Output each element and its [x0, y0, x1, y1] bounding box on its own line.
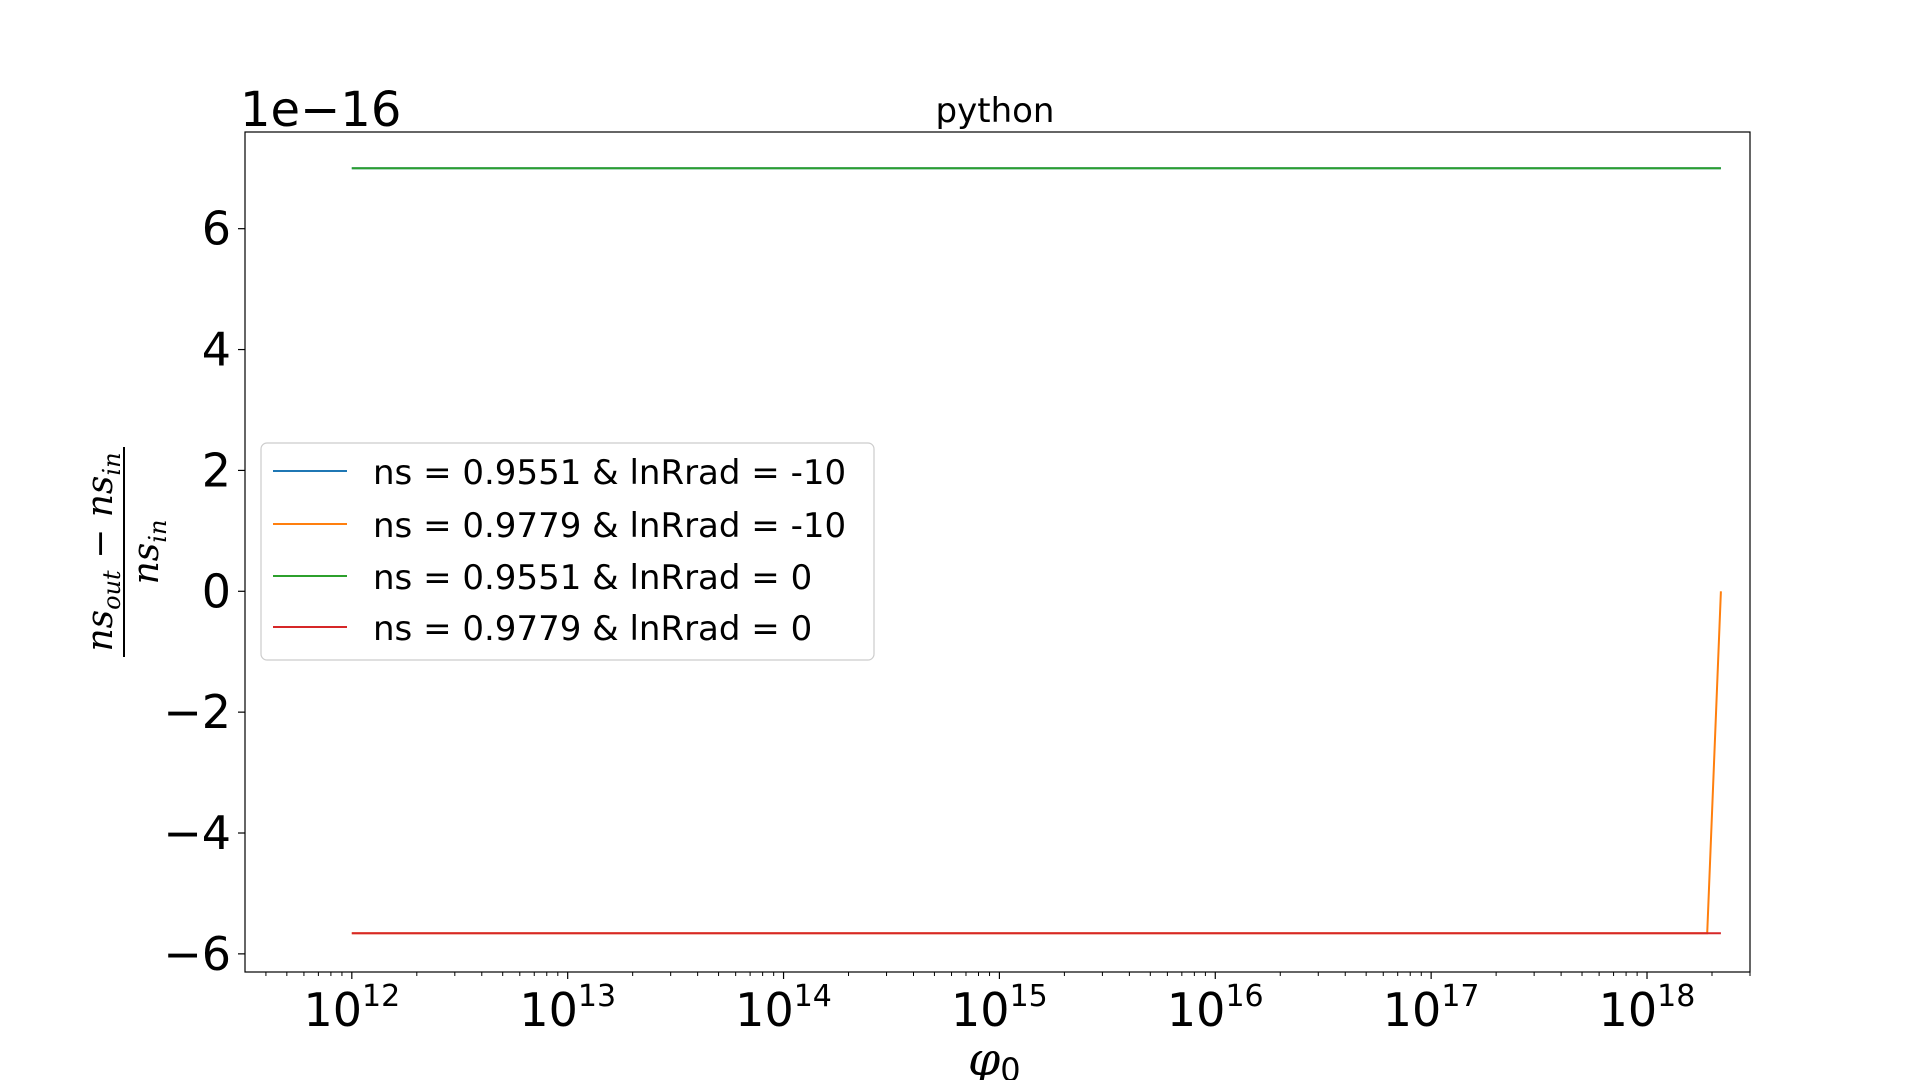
plot-frame — [244, 131, 1751, 973]
y-tick-label: 4 — [202, 323, 231, 377]
legend-label-2: ns = 0.9779 & lnRrad = -10 — [373, 506, 846, 546]
x-tick-label: 1015 — [951, 979, 1048, 1037]
legend-box — [260, 442, 875, 661]
x-axis-label: φ0 — [968, 1032, 1021, 1080]
x-tick-label: 1017 — [1383, 979, 1480, 1037]
y-axis-label: nsout − nsin nsin — [80, 447, 172, 657]
x-tick-label: 1016 — [1167, 979, 1264, 1037]
y-label-numerator: nsout − nsin — [80, 452, 126, 651]
x-tick-label: 1012 — [303, 979, 400, 1037]
y-tick-label: 6 — [202, 202, 231, 256]
y-tick-label: 2 — [202, 443, 231, 497]
x-tick-label: 1013 — [519, 979, 616, 1037]
y-tick-label: 0 — [202, 564, 231, 618]
y-label-denominator: nsin — [126, 520, 172, 585]
series-layer — [351, 167, 1722, 935]
legend: ns = 0.9551 & lnRrad = -10 ns = 0.9779 &… — [260, 442, 875, 661]
y-tick-label: −6 — [163, 927, 231, 981]
legend-label-1: ns = 0.9551 & lnRrad = -10 — [373, 453, 846, 493]
chart-title: python — [936, 91, 1055, 131]
legend-label-3: ns = 0.9551 & lnRrad = 0 — [373, 558, 812, 598]
y-tick-label: −2 — [163, 685, 231, 739]
legend-label-4: ns = 0.9779 & lnRrad = 0 — [373, 609, 812, 649]
x-tick-label: 1018 — [1599, 979, 1696, 1037]
y-offset-text: 1e−16 — [240, 82, 401, 138]
y-tick-label: −4 — [163, 806, 231, 860]
ticks-layer: −6 −4 −2 0 2 4 6 1012 1013 1014 1015 1016 1017 1018 — [163, 202, 1751, 1037]
x-tick-label: 1014 — [735, 979, 832, 1037]
